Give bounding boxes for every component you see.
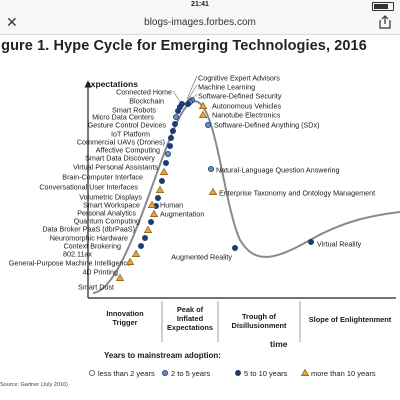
technology-marker xyxy=(115,273,125,281)
legend-label: 5 to 10 years xyxy=(244,369,288,378)
technology-marker xyxy=(147,200,157,208)
technology-marker xyxy=(204,122,211,129)
technology-marker xyxy=(154,194,161,201)
legend-label: more than 10 years xyxy=(311,369,376,378)
technology-marker xyxy=(164,150,171,157)
technology-marker xyxy=(162,159,169,166)
technology-label: Smart Workspace xyxy=(83,201,140,210)
technology-label: Enterprise Taxonomy and Ontology Managem… xyxy=(219,189,375,198)
technology-label: Virtual Reality xyxy=(317,240,362,249)
technology-marker xyxy=(307,238,314,245)
technology-label: Micro Data Centers xyxy=(92,113,154,122)
legend-label: less than 2 years xyxy=(98,369,155,378)
phase-label: Peak of xyxy=(177,305,204,314)
technology-marker xyxy=(207,165,214,172)
phase-label: Trough of xyxy=(242,312,277,321)
figure-title: igure 1. Hype Cycle for Emerging Technol… xyxy=(0,38,367,54)
technology-marker xyxy=(184,101,191,108)
technology-label: Software-Defined Anything (SDx) xyxy=(214,121,319,130)
technology-marker xyxy=(125,257,135,265)
technology-marker xyxy=(167,134,174,141)
technology-marker xyxy=(137,242,144,249)
leader-line xyxy=(186,75,198,100)
technology-label: Data Broker PaaS (dbrPaaS) xyxy=(42,225,135,234)
technology-label: Conversational User Interfaces xyxy=(39,183,138,192)
technology-marker xyxy=(147,218,154,225)
technology-label: Machine Learning xyxy=(198,83,255,92)
technology-label: 4D Printing xyxy=(82,268,118,277)
battery-icon xyxy=(372,2,394,11)
technology-marker xyxy=(208,187,218,195)
technology-label: Commercial UAVs (Drones) xyxy=(77,138,165,147)
technology-label: Volumetric Displays xyxy=(79,193,142,202)
legend-title: Years to mainstream adoption: xyxy=(104,351,221,360)
technology-label: Gesture Control Devices xyxy=(88,121,167,130)
phase-label: Inflated xyxy=(177,314,204,323)
status-bar: 21:41 xyxy=(0,0,400,12)
technology-label: Cognitive Expert Advisors xyxy=(198,74,280,83)
technology-marker xyxy=(131,249,141,257)
technology-marker xyxy=(231,244,238,251)
technology-marker xyxy=(158,177,165,184)
legend-lt2-marker xyxy=(89,369,96,376)
phase-label: Trigger xyxy=(112,318,137,327)
browser-address-bar: ✕ blogs-images.forbes.com xyxy=(0,12,400,35)
technology-label: Augmented Reality xyxy=(171,253,232,262)
close-icon[interactable]: ✕ xyxy=(6,14,18,30)
technology-label: General-Purpose Machine Intelligence xyxy=(9,259,131,268)
url-text[interactable]: blogs-images.forbes.com xyxy=(144,17,256,28)
status-time: 21:41 xyxy=(191,1,209,8)
technology-label: Brain-Computer Interface xyxy=(62,173,143,182)
technology-label: Connected Home xyxy=(116,88,172,97)
hype-cycle-chart: expectations time Innovation Trigger Pea… xyxy=(0,74,400,388)
source-note: Source: Gartner (July 2016) xyxy=(0,382,68,388)
technology-marker xyxy=(166,142,173,149)
technology-label: 802.11ax xyxy=(63,250,92,259)
technology-marker xyxy=(149,209,159,217)
technology-marker xyxy=(169,127,176,134)
legend-gt10-marker xyxy=(300,368,310,376)
technology-label: Personal Analytics xyxy=(77,209,136,218)
legend-2to5-marker xyxy=(161,369,168,376)
share-icon[interactable] xyxy=(378,15,392,29)
technology-label: Virtual Personal Assistants xyxy=(73,163,158,172)
hype-curve xyxy=(92,100,400,294)
technology-label: Natural-Language Question Answering xyxy=(216,166,339,175)
phase-label: Expectations xyxy=(167,323,213,332)
phase-label: Innovation xyxy=(106,309,144,318)
x-axis-label: time xyxy=(270,339,288,349)
technology-label: Quantum Computing xyxy=(74,217,140,226)
phase-label: Disillusionment xyxy=(231,321,287,330)
technology-label: Context Brokering xyxy=(63,242,121,251)
y-axis-label: expectations xyxy=(86,79,138,89)
adoption-legend: less than 2 years 2 to 5 years 5 to 10 yea… xyxy=(89,368,376,378)
technology-label: Nanotube Electronics xyxy=(212,111,281,120)
legend-label: 2 to 5 years xyxy=(171,369,210,378)
technology-marker xyxy=(172,114,179,121)
technology-marker xyxy=(198,110,208,118)
technology-label: Smart Dust xyxy=(78,283,114,292)
technology-marker xyxy=(174,108,181,115)
technology-marker xyxy=(198,101,208,109)
technology-label: IoT Platform xyxy=(111,130,150,139)
technology-label: Software-Defined Security xyxy=(198,92,282,101)
technology-label: Human Augmentation xyxy=(160,201,204,219)
technology-marker xyxy=(159,167,169,175)
technology-label: Neuromorphic Hardware xyxy=(50,234,128,243)
technology-marker xyxy=(141,234,148,241)
leader-line xyxy=(186,84,198,102)
technology-marker xyxy=(143,225,153,233)
phase-label: Slope of Enlightenment xyxy=(309,315,392,324)
legend-5to10-marker xyxy=(234,369,241,376)
technology-label: Smart Data Discovery xyxy=(85,154,155,163)
technology-label: Affective Computing xyxy=(96,146,160,155)
technology-marker xyxy=(171,121,178,128)
technology-label: Smart Robots xyxy=(112,106,156,115)
technology-marker xyxy=(155,185,165,193)
leader-line xyxy=(172,90,182,104)
technology-label: Blockchain xyxy=(129,97,164,106)
technology-label: Autonomous Vehicles xyxy=(212,102,282,111)
